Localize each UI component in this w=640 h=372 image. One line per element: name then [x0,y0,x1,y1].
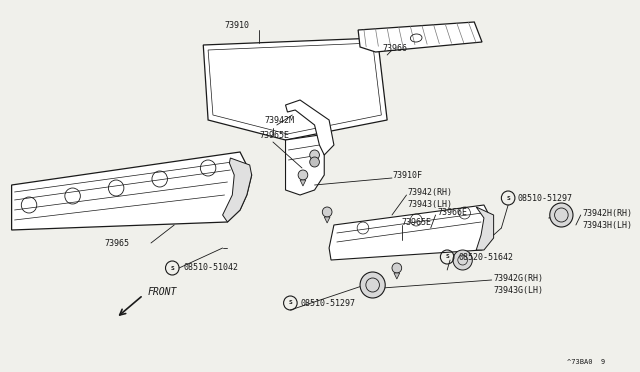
Polygon shape [12,152,252,230]
Text: 73965E: 73965E [402,218,431,227]
Circle shape [298,170,308,180]
Circle shape [453,250,472,270]
Text: 73943H(LH): 73943H(LH) [582,221,633,230]
Text: S: S [170,266,174,270]
Text: 08520-51642: 08520-51642 [459,253,514,262]
Polygon shape [476,207,493,250]
Text: 73943G(LH): 73943G(LH) [493,285,543,295]
Text: FRONT: FRONT [147,287,177,297]
Text: 08510-51297: 08510-51297 [518,193,573,202]
Polygon shape [285,100,334,155]
Text: 08510-51297: 08510-51297 [300,298,355,308]
Text: 73910: 73910 [225,20,250,29]
Polygon shape [223,158,252,222]
Text: 73910F: 73910F [393,170,423,180]
Circle shape [392,263,402,273]
Text: 73942(RH): 73942(RH) [408,187,452,196]
Text: 73942M: 73942M [264,115,294,125]
Text: 73966: 73966 [382,44,407,52]
Polygon shape [300,180,306,186]
Circle shape [360,272,385,298]
Circle shape [310,157,319,167]
Polygon shape [204,38,387,140]
Text: S: S [506,196,510,201]
Polygon shape [324,217,330,223]
Polygon shape [329,205,492,260]
Text: 73966E: 73966E [438,208,467,217]
Polygon shape [358,22,482,52]
Text: 73943(LH): 73943(LH) [408,199,452,208]
Circle shape [310,150,319,160]
Text: 73942G(RH): 73942G(RH) [493,273,543,282]
Text: 73965E: 73965E [259,131,289,140]
Text: 08510-51042: 08510-51042 [184,263,239,273]
Circle shape [323,207,332,217]
Text: 73942H(RH): 73942H(RH) [582,208,633,218]
Circle shape [550,203,573,227]
Polygon shape [285,135,324,195]
Text: 73965: 73965 [104,238,129,247]
Text: S: S [289,301,292,305]
Text: S: S [445,254,449,260]
Text: ^73BA0  9: ^73BA0 9 [566,359,605,365]
Polygon shape [394,273,400,279]
